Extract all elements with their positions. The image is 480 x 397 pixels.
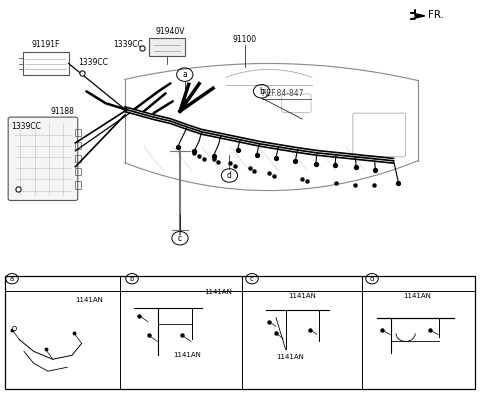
Text: 1141AN: 1141AN xyxy=(276,354,304,360)
Text: 1339CC: 1339CC xyxy=(12,122,41,131)
Bar xyxy=(5,276,475,389)
Text: b: b xyxy=(259,87,264,96)
Text: b: b xyxy=(130,276,134,282)
Text: 91191F: 91191F xyxy=(32,40,60,49)
Text: c: c xyxy=(178,234,182,243)
Text: 1141AN: 1141AN xyxy=(288,293,316,299)
Text: 1339CC: 1339CC xyxy=(114,40,144,49)
Text: 1141AN: 1141AN xyxy=(404,293,432,299)
Text: 91188: 91188 xyxy=(50,107,74,116)
Bar xyxy=(75,129,81,136)
Text: c: c xyxy=(250,276,254,282)
Text: a: a xyxy=(182,70,187,79)
Text: FR.: FR. xyxy=(428,10,444,20)
Text: 91940V: 91940V xyxy=(156,27,185,36)
FancyBboxPatch shape xyxy=(149,38,185,56)
Text: 1141AN: 1141AN xyxy=(173,352,201,358)
Bar xyxy=(75,155,81,162)
Bar xyxy=(75,168,81,175)
Bar xyxy=(75,181,81,189)
Text: a: a xyxy=(10,276,14,282)
Text: d: d xyxy=(370,276,374,282)
Text: 91100: 91100 xyxy=(233,35,257,44)
Text: d: d xyxy=(227,171,232,180)
Text: REF.84-847: REF.84-847 xyxy=(262,89,304,98)
Text: 1141AN: 1141AN xyxy=(75,297,103,303)
Polygon shape xyxy=(410,10,425,19)
FancyBboxPatch shape xyxy=(8,117,78,200)
Bar xyxy=(75,142,81,149)
Text: 1339CC: 1339CC xyxy=(79,58,108,67)
Text: 1141AN: 1141AN xyxy=(204,289,232,295)
